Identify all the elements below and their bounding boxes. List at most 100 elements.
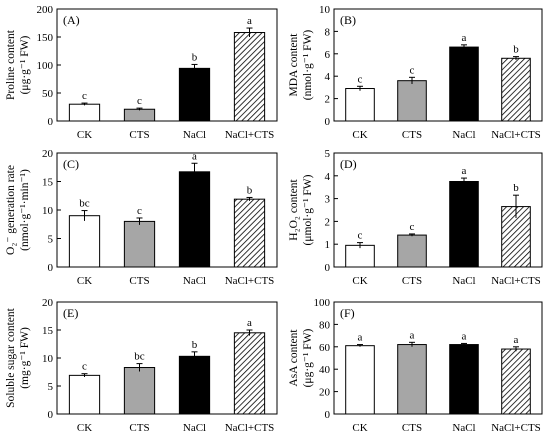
chart-panel-5: 0 5 10 15 20 (E) Soluble sugar content (mg·g⁻¹ …	[5, 297, 278, 434]
bar-nacl-cts	[233, 32, 266, 122]
y-tick-label: 100	[37, 60, 54, 72]
significance-letter: a	[192, 150, 197, 162]
x-tick-label: CTS	[129, 275, 149, 287]
bar-cts	[397, 234, 427, 268]
x-tick-label: NaCl+CTS	[491, 275, 541, 287]
significance-letter: bc	[134, 351, 145, 363]
x-tick-label: NaCl+CTS	[225, 275, 275, 287]
y-tick-label: 3	[325, 194, 331, 206]
y-tick-label: 4	[325, 171, 331, 183]
y-tick-label: 200	[37, 4, 54, 16]
bar-cts	[123, 108, 156, 122]
chart-panel-3: 0 5 10 15 20 (C) O₂⁻ generation rate (nmol·g⁻¹·…	[5, 148, 278, 287]
significance-letter: bc	[79, 198, 90, 210]
bar-nacl	[178, 67, 211, 122]
x-tick-label: NaCl	[452, 129, 475, 141]
y-tick-label: 40	[319, 364, 331, 376]
panel-label: (D)	[340, 157, 357, 171]
x-tick-label: NaCl	[183, 275, 206, 287]
x-tick-label: CK	[352, 129, 367, 141]
bar-nacl-cts	[233, 332, 266, 415]
x-tick-label: NaCl+CTS	[225, 129, 275, 141]
y-tick-label: 100	[314, 297, 331, 309]
bar-cts	[397, 80, 427, 122]
x-tick-label: CK	[77, 275, 92, 287]
significance-letter: c	[137, 95, 142, 107]
y-tick-label: 10	[42, 353, 54, 365]
plot-frame	[333, 8, 543, 122]
bar-nacl-cts	[233, 198, 266, 268]
y-tick-label: 20	[319, 387, 331, 399]
x-tick-label: CK	[77, 129, 92, 141]
significance-letter: c	[410, 221, 415, 233]
y-tick-label: 50	[42, 88, 54, 100]
y-tick-label: 5	[325, 148, 331, 160]
y-axis-label: Soluble sugar content (mg·g⁻¹ FW)	[5, 307, 31, 407]
significance-letter: c	[358, 73, 363, 85]
significance-letter: b	[513, 44, 519, 56]
x-tick-label: NaCl	[183, 129, 206, 141]
bar-cts	[123, 220, 156, 268]
x-tick-label: CTS	[129, 129, 149, 141]
panel-label: (C)	[63, 157, 79, 171]
significance-letter: c	[358, 230, 363, 242]
x-tick-label: NaCl	[452, 422, 475, 434]
y-axis-label: Proline content (μg·g⁻¹ FW)	[5, 29, 31, 100]
chart-panel-2: 0 2 4 6 8 10 (B) MDA content (nmol·g⁻¹ FW) c CK c CT…	[288, 4, 543, 141]
x-tick-label: NaCl	[452, 275, 475, 287]
y-tick-label: 60	[319, 342, 331, 354]
panel-label: (A)	[63, 13, 80, 27]
y-tick-label: 150	[37, 32, 54, 44]
bar-ck	[345, 345, 375, 415]
x-tick-label: CTS	[129, 422, 149, 434]
bar-nacl	[449, 181, 479, 268]
panel-label: (B)	[340, 13, 356, 27]
y-tick-label: 0	[325, 409, 331, 421]
significance-letter: c	[82, 90, 87, 102]
y-tick-label: 80	[319, 319, 331, 331]
y-tick-label: 5	[48, 381, 54, 393]
significance-letter: a	[358, 332, 363, 344]
y-axis-label: O₂⁻ generation rate (nmol·g⁻¹·min⁻¹)	[5, 165, 31, 255]
plot-frame	[333, 301, 543, 415]
y-tick-label: 20	[42, 148, 54, 160]
x-tick-label: CTS	[402, 275, 422, 287]
x-tick-label: CK	[352, 422, 367, 434]
panel-label: (E)	[63, 306, 78, 320]
bar-ck	[68, 374, 101, 415]
x-tick-label: CTS	[402, 422, 422, 434]
x-tick-label: NaCl+CTS	[225, 422, 275, 434]
y-tick-label: 4	[325, 71, 331, 83]
significance-letter: b	[513, 182, 519, 194]
chart-panel-1: 0 50 100 150 200 (A) Proline content (μg·g⁻¹ FW…	[5, 4, 278, 141]
bar-cts	[397, 344, 427, 415]
y-tick-label: 0	[48, 116, 54, 128]
y-tick-label: 6	[325, 49, 331, 61]
significance-letter: a	[410, 329, 415, 341]
y-tick-label: 10	[319, 4, 331, 16]
y-tick-label: 15	[42, 177, 54, 189]
y-tick-label: 10	[42, 205, 54, 217]
y-tick-label: 15	[42, 325, 54, 337]
significance-letter: a	[247, 317, 252, 329]
significance-letter: b	[247, 184, 253, 196]
y-tick-label: 0	[325, 116, 331, 128]
x-tick-label: CK	[77, 422, 92, 434]
bar-ck	[345, 88, 375, 122]
bar-ck	[345, 244, 375, 268]
x-tick-label: NaCl+CTS	[491, 422, 541, 434]
bar-nacl	[449, 46, 479, 122]
y-axis-label: H₂O₂ content (μmol·g⁻¹ FW)	[288, 174, 314, 245]
y-axis-label: AsA content (μg·g⁻¹ FW)	[288, 328, 314, 387]
significance-letter: b	[192, 51, 198, 63]
bar-nacl-cts	[501, 348, 531, 415]
panel-label: (F)	[340, 306, 355, 320]
y-tick-label: 20	[42, 297, 54, 309]
bar-nacl-cts	[501, 57, 531, 122]
significance-letter: a	[462, 330, 467, 342]
bar-nacl	[178, 355, 211, 415]
bar-nacl	[449, 344, 479, 415]
chart-panel-6: 0 20 40 60 80 100 (F) AsA content (μg·g⁻¹ FW) a CK…	[288, 297, 543, 434]
y-tick-label: 0	[325, 262, 331, 274]
y-tick-label: 0	[48, 262, 54, 274]
